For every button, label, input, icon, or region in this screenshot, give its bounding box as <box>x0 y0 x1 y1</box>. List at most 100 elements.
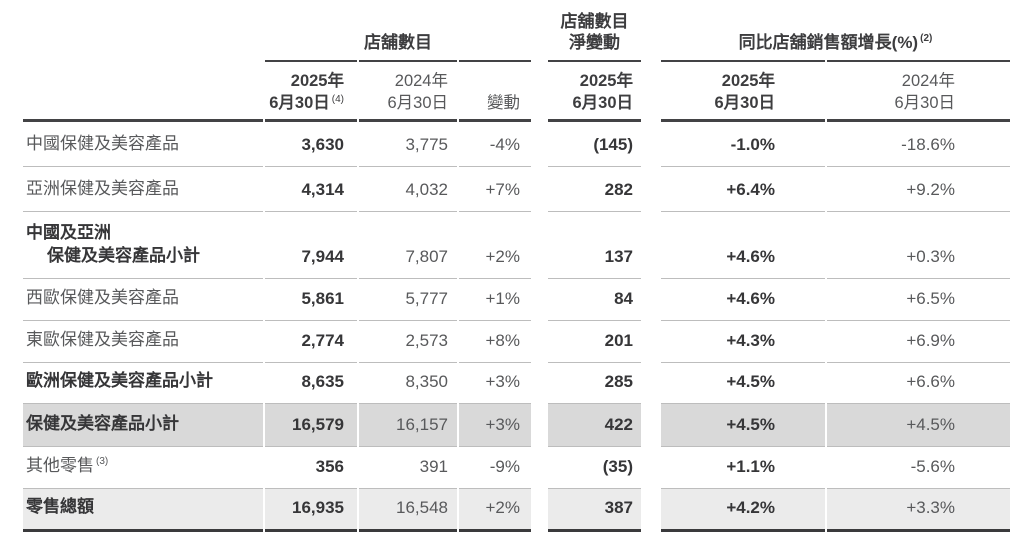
column-gap <box>643 167 659 212</box>
row-label: 零售總額 <box>23 489 263 532</box>
column-gap <box>643 321 659 363</box>
cell-stores-2024: 16,157 <box>359 404 457 447</box>
cell-growth-2025: +4.5% <box>661 404 825 447</box>
column-gap <box>643 447 659 489</box>
column-gap <box>643 122 659 167</box>
column-gap <box>643 363 659 404</box>
cell-growth-2025: +4.6% <box>661 212 825 279</box>
row-label: 其他零售 (3) <box>23 447 263 489</box>
cell-change: +8% <box>459 321 531 363</box>
cell-change: +3% <box>459 404 531 447</box>
table-row-china-asia-subtotal: 中國及亞洲 保健及美容產品小計 7,944 7,807 +2% 137 +4.6… <box>23 212 1010 279</box>
col-header-growth-2025: 2025年 6月30日 <box>661 60 825 122</box>
footnote-marker: (2) <box>920 33 933 45</box>
cell-stores-2025: 5,861 <box>265 279 357 321</box>
cell-growth-2025: +4.3% <box>661 321 825 363</box>
cell-net-change: 387 <box>548 489 641 532</box>
footnote-marker: (3) <box>96 456 109 468</box>
cell-stores-2024: 5,777 <box>359 279 457 321</box>
cell-stores-2025: 8,635 <box>265 363 357 404</box>
table-row-hbp-subtotal: 保健及美容產品小計 16,579 16,157 +3% 422 +4.5% +4… <box>23 404 1010 447</box>
row-label: 中國及亞洲 保健及美容產品小計 <box>23 212 263 279</box>
cell-stores-2025: 16,579 <box>265 404 357 447</box>
cell-growth-2024: +6.9% <box>827 321 1010 363</box>
col-header-net-2025: 2025年 6月30日 <box>548 60 641 122</box>
cell-growth-2024: +9.2% <box>827 167 1010 212</box>
col-header-stores-2025: 2025年 6月30日 (4) <box>265 60 357 122</box>
cell-stores-2025: 3,630 <box>265 122 357 167</box>
cell-stores-2025: 356 <box>265 447 357 489</box>
cell-growth-2025: +4.2% <box>661 489 825 532</box>
cell-growth-2024: +6.5% <box>827 279 1010 321</box>
cell-growth-2024: +6.6% <box>827 363 1010 404</box>
cell-stores-2024: 391 <box>359 447 457 489</box>
cell-growth-2025: +1.1% <box>661 447 825 489</box>
cell-net-change: 282 <box>548 167 641 212</box>
column-gap <box>643 404 659 447</box>
cell-growth-2025: +6.4% <box>661 167 825 212</box>
report-page: 店舖數目 店舖數目 淨變動 同比店舖銷售額增長(%) (2) 2025年 6月30… <box>0 4 1024 537</box>
cell-net-change: 84 <box>548 279 641 321</box>
column-gap <box>533 60 546 122</box>
column-gap <box>533 321 546 363</box>
row-label: 亞洲保健及美容產品 <box>23 167 263 212</box>
cell-stores-2024: 8,350 <box>359 363 457 404</box>
col-header-stores-2024: 2024年 6月30日 <box>359 60 457 122</box>
table-row-eastern-europe-hbp: 東歐保健及美容產品 2,774 2,573 +8% 201 +4.3% +6.9… <box>23 321 1010 363</box>
cell-growth-2025: +4.6% <box>661 279 825 321</box>
cell-change: +1% <box>459 279 531 321</box>
cell-change: -4% <box>459 122 531 167</box>
cell-stores-2024: 4,032 <box>359 167 457 212</box>
cell-stores-2025: 2,774 <box>265 321 357 363</box>
label-column-header <box>23 60 263 122</box>
row-label: 歐洲保健及美容產品小計 <box>23 363 263 404</box>
row-label: 西歐保健及美容產品 <box>23 279 263 321</box>
column-gap <box>643 279 659 321</box>
table-row-western-europe-hbp: 西歐保健及美容產品 5,861 5,777 +1% 84 +4.6% +6.5% <box>23 279 1010 321</box>
cell-stores-2024: 2,573 <box>359 321 457 363</box>
column-gap <box>533 404 546 447</box>
col-header-change: 變動 <box>459 60 531 122</box>
cell-net-change: 201 <box>548 321 641 363</box>
column-gap <box>533 122 546 167</box>
cell-growth-2024: +4.5% <box>827 404 1010 447</box>
column-group-header-row: 店舖數目 店舖數目 淨變動 同比店舖銷售額增長(%) (2) <box>23 4 1010 60</box>
label-column-spacer <box>23 4 263 60</box>
row-label: 東歐保健及美容產品 <box>23 321 263 363</box>
cell-stores-2025: 4,314 <box>265 167 357 212</box>
cell-net-change: 422 <box>548 404 641 447</box>
cell-stores-2024: 16,548 <box>359 489 457 532</box>
column-gap <box>533 447 546 489</box>
cell-growth-2024: +3.3% <box>827 489 1010 532</box>
cell-stores-2024: 3,775 <box>359 122 457 167</box>
column-gap <box>533 489 546 532</box>
table-row-china-hbp: 中國保健及美容產品 3,630 3,775 -4% (145) -1.0% -1… <box>23 122 1010 167</box>
cell-change: +2% <box>459 489 531 532</box>
column-gap <box>643 4 659 60</box>
cell-net-change: 285 <box>548 363 641 404</box>
table-row-europe-subtotal: 歐洲保健及美容產品小計 8,635 8,350 +3% 285 +4.5% +6… <box>23 363 1010 404</box>
column-gap <box>643 212 659 279</box>
footnote-marker: (4) <box>331 93 344 105</box>
group-title-store-count: 店舖數目 <box>364 33 432 52</box>
cell-stores-2025: 16,935 <box>265 489 357 532</box>
column-header-row: 2025年 6月30日 (4) 2024年 6月30日 變動 2025年 6月30… <box>23 60 1010 122</box>
table-row-other-retail: 其他零售 (3) 356 391 -9% (35) +1.1% -5.6% <box>23 447 1010 489</box>
table-row-asia-hbp: 亞洲保健及美容產品 4,314 4,032 +7% 282 +6.4% +9.2… <box>23 167 1010 212</box>
cell-stores-2025: 7,944 <box>265 212 357 279</box>
cell-growth-2025: -1.0% <box>661 122 825 167</box>
row-label: 保健及美容產品小計 <box>23 404 263 447</box>
cell-growth-2024: +0.3% <box>827 212 1010 279</box>
cell-growth-2025: +4.5% <box>661 363 825 404</box>
cell-growth-2024: -18.6% <box>827 122 1010 167</box>
table-row-retail-total: 零售總額 16,935 16,548 +2% 387 +4.2% +3.3% <box>23 489 1010 532</box>
column-gap <box>533 167 546 212</box>
store-sales-table: 店舖數目 店舖數目 淨變動 同比店舖銷售額增長(%) (2) 2025年 6月30… <box>21 4 1012 532</box>
column-gap <box>643 489 659 532</box>
cell-change: +3% <box>459 363 531 404</box>
group-title-same-store-growth: 同比店舖銷售額增長(%) (2) <box>738 33 933 52</box>
cell-net-change: 137 <box>548 212 641 279</box>
column-gap <box>533 363 546 404</box>
cell-stores-2024: 7,807 <box>359 212 457 279</box>
column-gap <box>533 212 546 279</box>
